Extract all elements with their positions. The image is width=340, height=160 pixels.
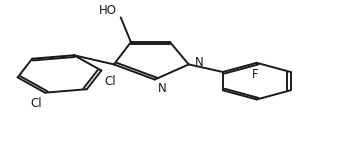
Text: Cl: Cl [30, 97, 41, 110]
Text: N: N [195, 56, 204, 69]
Text: N: N [158, 82, 167, 95]
Text: Cl: Cl [105, 75, 116, 88]
Text: F: F [252, 68, 258, 81]
Text: HO: HO [99, 4, 117, 17]
